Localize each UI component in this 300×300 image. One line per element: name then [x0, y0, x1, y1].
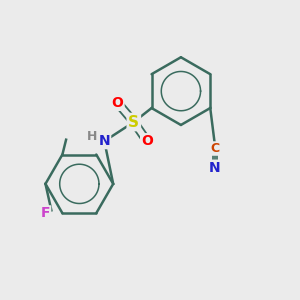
Text: N: N	[209, 161, 220, 175]
Text: C: C	[210, 142, 219, 155]
Text: F: F	[41, 206, 50, 220]
Text: H: H	[87, 130, 97, 143]
Text: O: O	[112, 96, 124, 110]
Text: S: S	[128, 115, 139, 130]
Text: N: N	[98, 134, 110, 148]
Text: O: O	[141, 134, 153, 148]
